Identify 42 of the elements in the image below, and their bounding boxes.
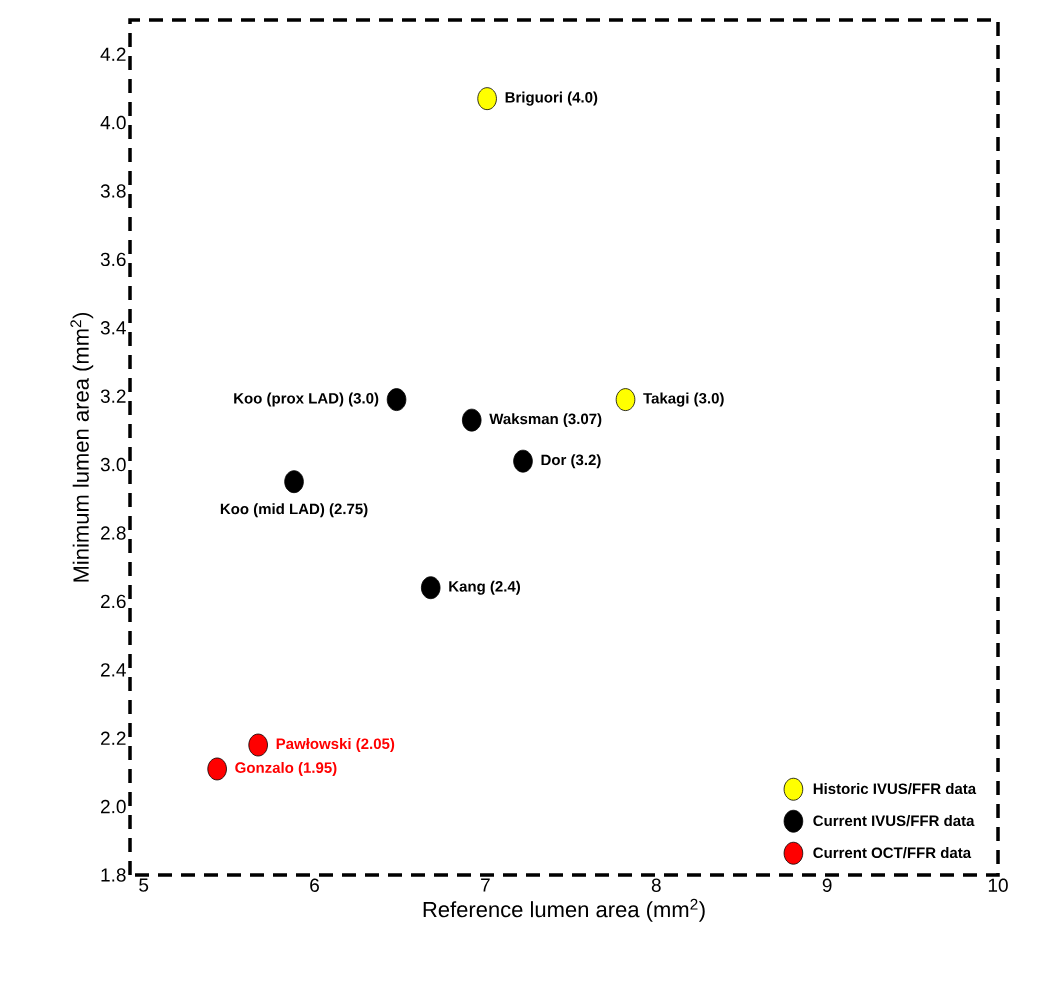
y-tick-label: 3.8: [100, 184, 126, 198]
y-tick-label: 4.2: [100, 47, 126, 61]
point: [386, 388, 407, 412]
y-tick-label: 2.6: [101, 594, 126, 609]
x-tick-label: 5: [139, 878, 149, 892]
point: [477, 87, 497, 111]
y-tick-label: 3.2: [100, 389, 126, 403]
y-tick-label: 1.8: [101, 868, 126, 882]
annotation: Kang (2.4): [449, 580, 521, 595]
annotation: Gonzalo (1.95): [235, 761, 337, 776]
y-axis-title: Minimum lumen area (mm$^{2}$): [70, 312, 94, 582]
annotation: Takagi (3.0): [643, 392, 724, 407]
point: [513, 449, 533, 473]
point: [461, 408, 482, 432]
annotation: Briguori (4.0): [505, 91, 598, 106]
x-tick-label: 7: [481, 878, 490, 892]
y-tick-label: 4.0: [100, 115, 126, 130]
y-tick-label: 2.4: [101, 663, 126, 677]
legend-label: Historic IVUS/FFR data: [813, 783, 977, 795]
x-tick-label: 6: [310, 878, 319, 892]
x-tick-label: 9: [822, 878, 832, 892]
legend-label: Current OCT/FFR data: [813, 847, 972, 859]
legend-label: Current IVUS/FFR data: [813, 815, 975, 827]
point: [420, 576, 441, 600]
x-tick-label: 8: [651, 878, 661, 892]
y-tick-label: 2.0: [101, 799, 126, 814]
annotation: Koo (prox LAD) (3.0): [234, 392, 379, 407]
y-tick-label: 3.0: [100, 457, 126, 472]
point: [207, 757, 227, 781]
annotation: Waksman (3.07): [489, 413, 602, 428]
annotation: Koo (mid LAD) (2.75): [220, 503, 368, 518]
x-tick-label: 10: [988, 878, 1008, 892]
annotation: Dor (3.2): [541, 454, 601, 469]
point: [615, 388, 636, 412]
point: [284, 470, 304, 494]
y-tick-label: 2.2: [101, 731, 126, 745]
y-tick-label: 3.4: [100, 321, 126, 335]
x-axis-title: Reference lumen area (mm$^{2}$): [423, 898, 705, 922]
y-tick-label: 3.6: [100, 252, 126, 267]
y-tick-label: 2.8: [101, 526, 126, 540]
annotation: Pawłowski (2.05): [276, 738, 395, 753]
point: [248, 733, 268, 757]
